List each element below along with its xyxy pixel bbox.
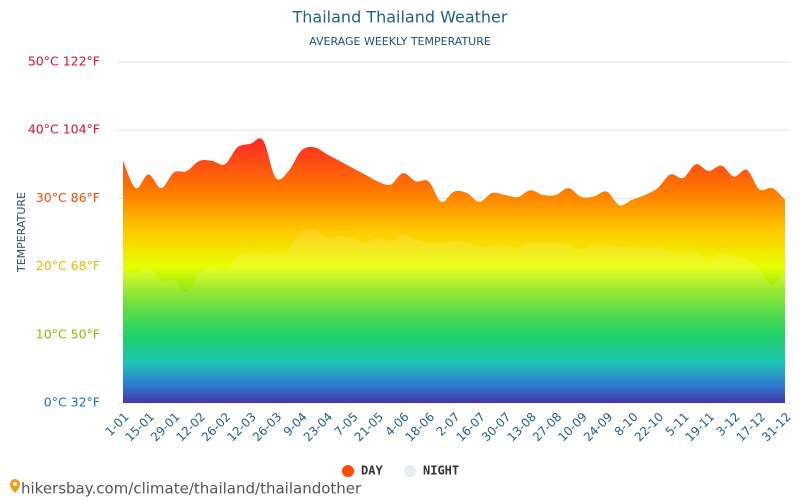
night-overlay xyxy=(123,228,785,403)
x-tick-label: 21-05 xyxy=(352,410,387,445)
pin-hole xyxy=(13,482,17,486)
legend: DAY NIGHT xyxy=(342,464,459,478)
y-tick-label: 50°C 122°F xyxy=(28,54,100,69)
night-area xyxy=(123,228,785,403)
y-tick-label: 10°C 50°F xyxy=(36,326,100,341)
x-tick-label: 19-11 xyxy=(683,410,718,445)
legend-swatch xyxy=(342,465,354,477)
legend-swatch xyxy=(404,465,416,477)
x-tick-label: 31-12 xyxy=(759,410,794,445)
y-axis-label: TEMPERATURE xyxy=(15,192,28,273)
legend-label: DAY xyxy=(361,464,383,478)
y-tick-label: 0°C 32°F xyxy=(44,395,100,410)
y-tick-label: 20°C 68°F xyxy=(36,258,100,273)
x-tick-label: 26-03 xyxy=(250,410,285,445)
x-tick-label: 23-04 xyxy=(301,410,336,445)
chart-title: Thailand Thailand Weather xyxy=(292,8,508,27)
legend-label: NIGHT xyxy=(423,464,459,478)
footer: hikersbay.com/climate/thailand/thailando… xyxy=(10,479,362,498)
y-tick-label: 30°C 86°F xyxy=(36,190,100,205)
y-tick-label: 40°C 104°F xyxy=(28,122,100,137)
x-axis: 1-0115-0129-0112-0226-0212-0326-039-0423… xyxy=(102,410,793,445)
x-tick-label: 22-10 xyxy=(632,410,667,445)
chart-subtitle: AVERAGE WEEKLY TEMPERATURE xyxy=(309,35,491,48)
footer-url: hikersbay.com/climate/thailand/thailando… xyxy=(21,480,362,498)
plot-area xyxy=(123,138,785,404)
x-tick-label: 24-09 xyxy=(581,410,616,445)
x-tick-label: 18-06 xyxy=(403,410,438,445)
